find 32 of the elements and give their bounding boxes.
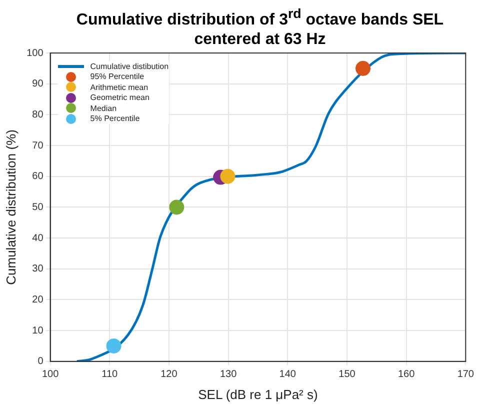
legend-label: 5% Percentile xyxy=(90,114,140,124)
x-tick-label: 110 xyxy=(102,369,118,380)
point xyxy=(106,338,122,354)
x-tick-label: 120 xyxy=(160,369,178,380)
y-tick-label: 90 xyxy=(32,78,44,90)
point xyxy=(220,168,236,184)
y-tick-label: 80 xyxy=(32,109,44,120)
legend-label: Cumulative distibution xyxy=(90,62,169,71)
y-tick-label: 30 xyxy=(32,264,44,275)
x-tick-label: 170 xyxy=(457,369,474,380)
legend-label: Arithmetic mean xyxy=(90,82,148,92)
point xyxy=(169,200,184,215)
legend-label: 95% Percentile xyxy=(90,72,144,82)
x-tick-label: 150 xyxy=(338,369,356,380)
y-tick-label: 60 xyxy=(32,171,44,182)
y-tick-label: 0 xyxy=(38,356,44,368)
x-axis-title: SEL (dB re 1 μPa² s) xyxy=(198,386,318,402)
y-tick-label: 70 xyxy=(32,140,44,152)
y-tick-label: 50 xyxy=(32,202,44,213)
y-axis-title: Cumulative distribution (%) xyxy=(3,130,18,285)
x-tick-label: 160 xyxy=(398,369,416,380)
legend-label: Geometric mean xyxy=(90,93,150,102)
x-tick-label: 140 xyxy=(279,369,296,380)
chart-title: Cumulative distribution of 3$^{rd}$ octave bands SEL centered at 63 Hz xyxy=(75,5,445,50)
y-tick-label: 10 xyxy=(32,325,44,336)
y-tick-label: 40 xyxy=(32,232,44,244)
x-tick-label: 130 xyxy=(220,369,238,380)
y-tick-label: 100 xyxy=(26,48,44,59)
x-tick-label: 100 xyxy=(42,369,60,380)
y-tick-label: 20 xyxy=(32,294,44,306)
point xyxy=(356,60,370,76)
legend-label: Median xyxy=(90,104,117,113)
